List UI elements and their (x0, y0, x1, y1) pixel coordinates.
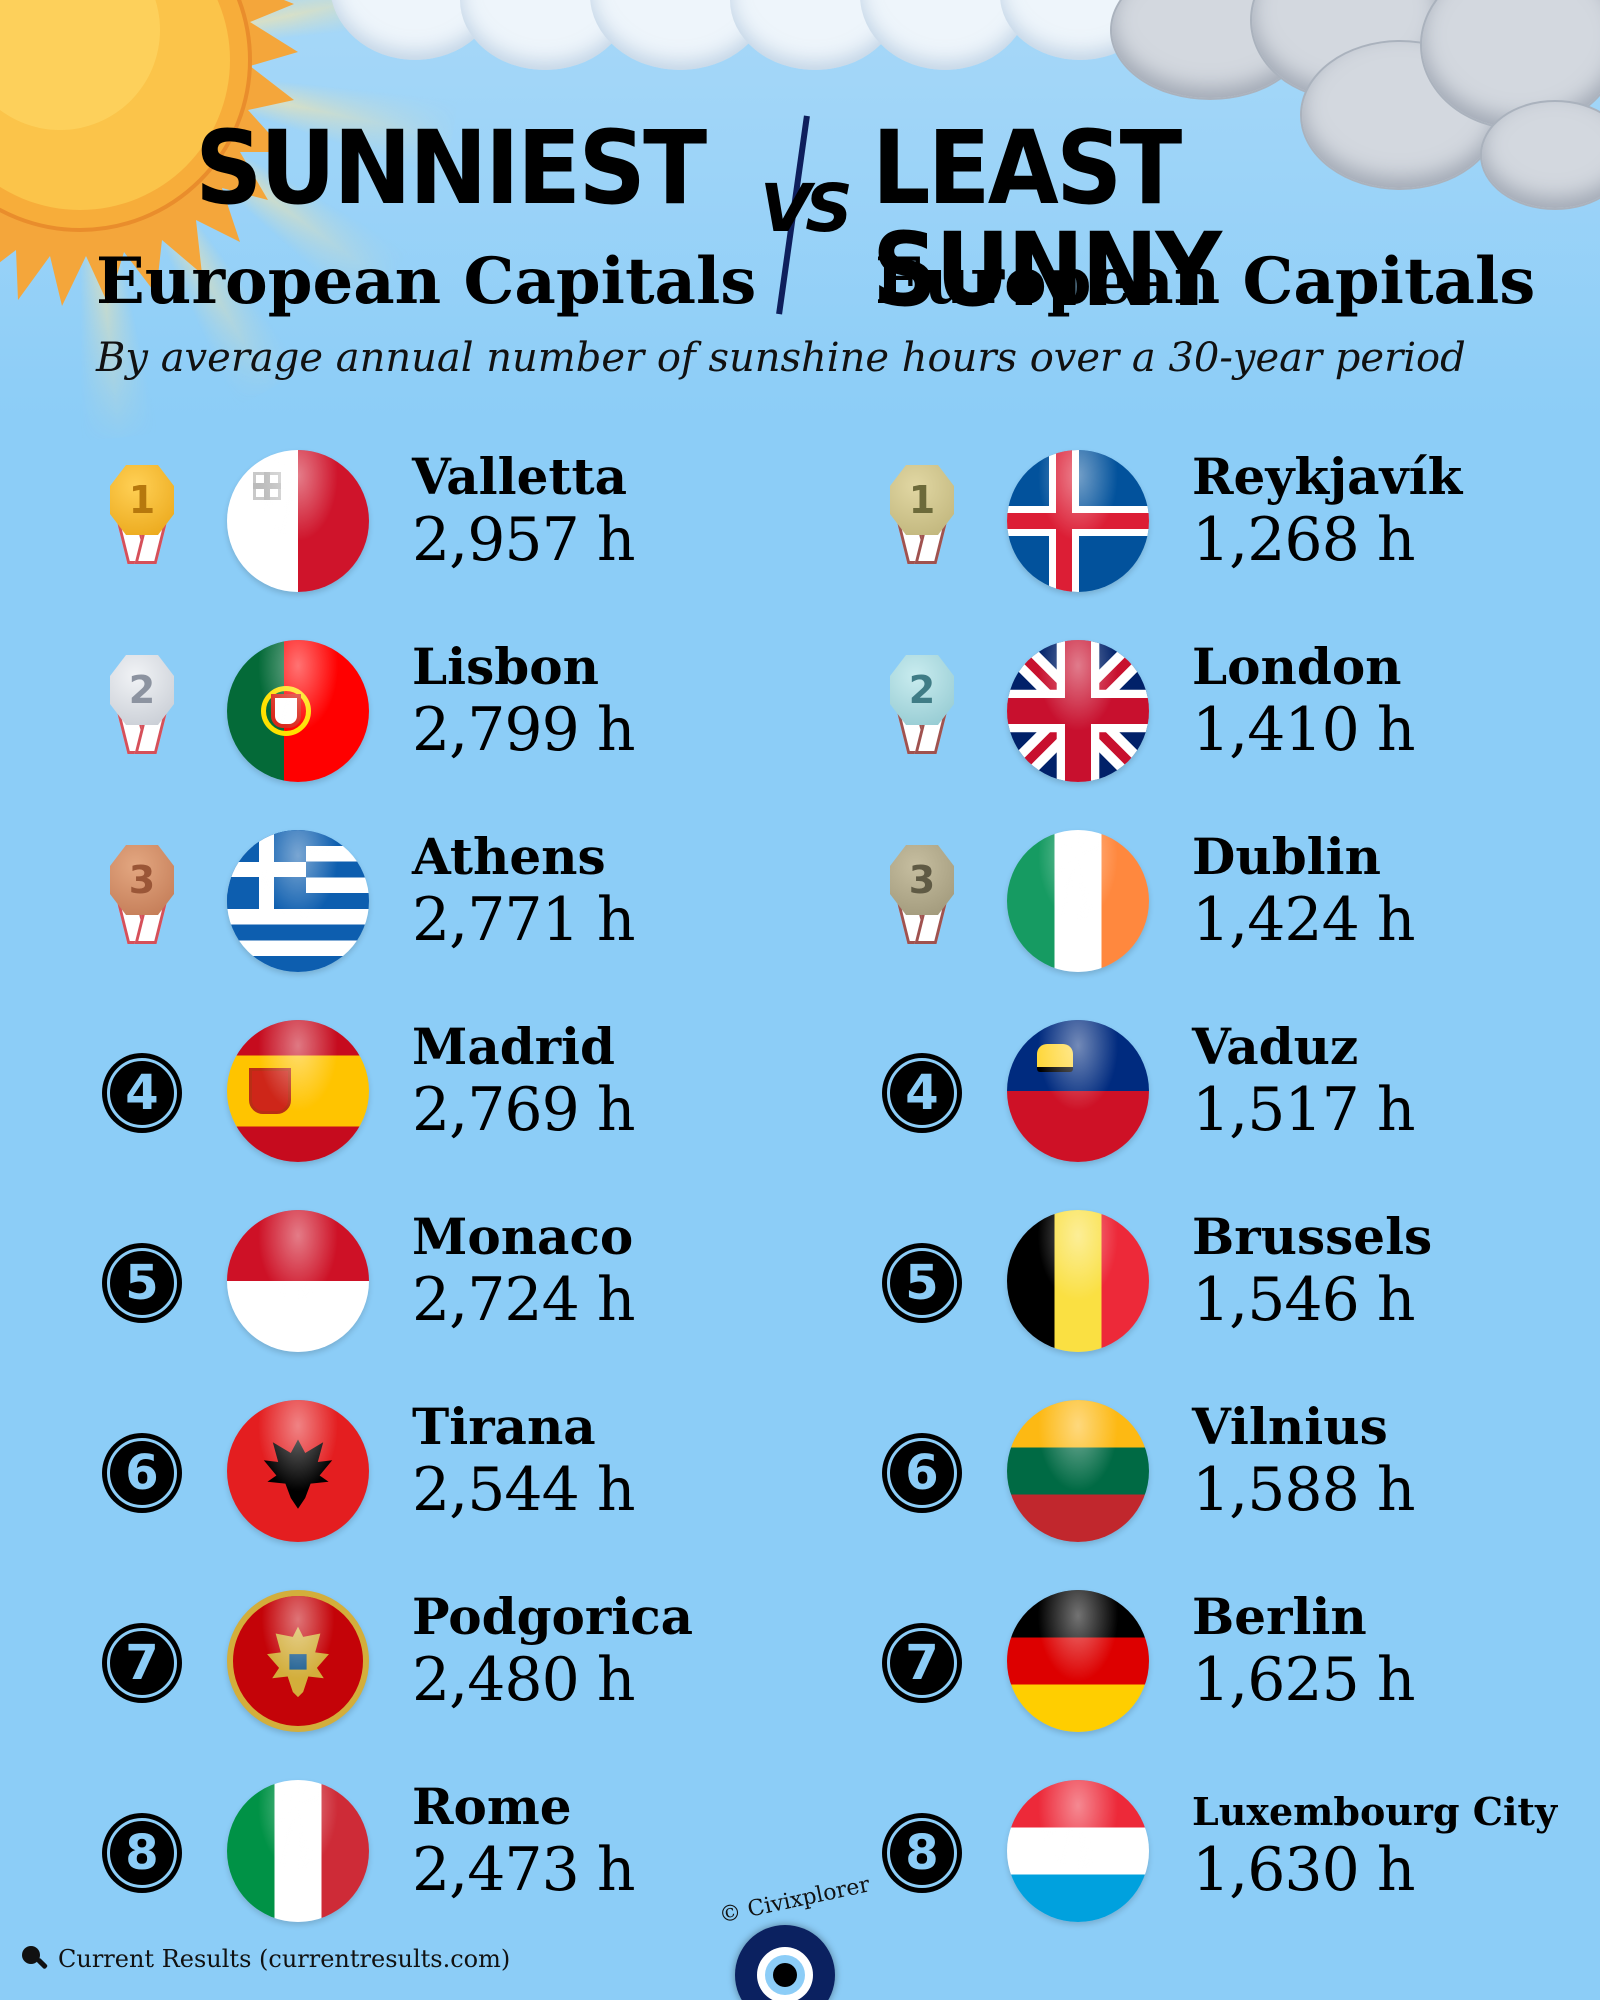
city-name: Valletta (412, 447, 627, 506)
list-item: 3 Dublin 1,424 h (880, 805, 1600, 995)
flag-spain-icon (227, 1020, 369, 1162)
city-name: Podgorica (412, 1587, 694, 1646)
rank-badge: 7 (882, 1623, 962, 1703)
city-name: Rome (412, 1777, 572, 1836)
rank-badge: 7 (102, 1623, 182, 1703)
list-item: 6 Vilnius 1,588 h (880, 1375, 1600, 1565)
vs-label: VS (760, 170, 853, 247)
flag-italy-icon (227, 1780, 369, 1922)
sunshine-hours: 2,771 h (412, 885, 635, 955)
title-sunniest: SUNNIEST (195, 109, 707, 228)
sunshine-hours: 2,473 h (412, 1835, 635, 1905)
sunshine-hours: 2,544 h (412, 1455, 635, 1525)
flag-united-kingdom-icon (1007, 640, 1149, 782)
sunshine-hours: 1,630 h (1192, 1835, 1415, 1905)
sunshine-hours: 2,480 h (412, 1645, 635, 1715)
bronze-medal-icon: 3 (104, 845, 180, 955)
flag-liechtenstein-icon (1007, 1020, 1149, 1162)
city-name: Berlin (1192, 1587, 1367, 1646)
list-item: 3 Athens 2,771 h (100, 805, 880, 995)
rank-badge: 5 (102, 1243, 182, 1323)
city-name: Madrid (412, 1017, 616, 1076)
city-name: Brussels (1192, 1207, 1433, 1266)
subtitle-left: European Capitals (96, 244, 757, 319)
list-item: 4 Vaduz 1,517 h (880, 995, 1600, 1185)
city-name: Luxembourg City (1192, 1789, 1558, 1834)
sunniest-list: 1 Valletta 2,957 h 2 Lisbon 2,799 h 3 (100, 425, 880, 1945)
list-item: 8 Rome 2,473 h (100, 1755, 880, 1945)
sunshine-hours: 2,957 h (412, 505, 635, 575)
rank-badge: 6 (102, 1433, 182, 1513)
sunshine-hours: 1,546 h (1192, 1265, 1415, 1335)
rank-badge: 8 (102, 1813, 182, 1893)
flag-belgium-icon (1007, 1210, 1149, 1352)
sunshine-hours: 1,424 h (1192, 885, 1415, 955)
search-icon (22, 1946, 49, 1972)
city-name: London (1192, 637, 1402, 696)
list-item: 5 Brussels 1,546 h (880, 1185, 1600, 1375)
city-name: Vilnius (1192, 1397, 1388, 1456)
source-text: Current Results (currentresults.com) (58, 1945, 511, 1973)
sunshine-hours: 1,588 h (1192, 1455, 1415, 1525)
sunshine-hours: 1,410 h (1192, 695, 1415, 765)
sunshine-hours: 1,625 h (1192, 1645, 1415, 1715)
title-least-sunny: LEAST SUNNY (872, 109, 1222, 330)
evil-eye-logo-icon (735, 1925, 835, 2000)
list-item: 7 Berlin 1,625 h (880, 1565, 1600, 1755)
city-name: Tirana (412, 1397, 596, 1456)
list-item: 4 Madrid 2,769 h (100, 995, 880, 1185)
bronze-medal-icon: 3 (884, 845, 960, 955)
cloud-grey (1480, 100, 1600, 210)
city-name: Athens (412, 827, 606, 886)
sunshine-hours: 1,268 h (1192, 505, 1415, 575)
gold-medal-icon: 1 (884, 465, 960, 575)
sunshine-hours: 2,769 h (412, 1075, 635, 1145)
sun-icon (0, 0, 298, 306)
flag-montenegro-icon (227, 1590, 369, 1732)
list-item: 8 Luxembourg City 1,630 h (880, 1755, 1600, 1945)
flag-iceland-icon (1007, 450, 1149, 592)
list-item: 6 Tirana 2,544 h (100, 1375, 880, 1565)
sunshine-hours: 1,517 h (1192, 1075, 1415, 1145)
flag-luxembourg-icon (1007, 1780, 1149, 1922)
flag-lithuania-icon (1007, 1400, 1149, 1542)
subtitle-right: European Capitals (875, 244, 1536, 319)
list-item: 1 Reykjavík 1,268 h (880, 425, 1600, 615)
rank-badge: 4 (102, 1053, 182, 1133)
rank-badge: 8 (882, 1813, 962, 1893)
gold-medal-icon: 1 (104, 465, 180, 575)
city-name: Vaduz (1192, 1017, 1359, 1076)
list-item: 7 Podgorica 2,480 h (100, 1565, 880, 1755)
list-item: 2 London 1,410 h (880, 615, 1600, 805)
flag-germany-icon (1007, 1590, 1149, 1732)
flag-monaco-icon (227, 1210, 369, 1352)
sunshine-hours: 2,799 h (412, 695, 635, 765)
header: SUNNIEST VS LEAST SUNNY European Capital… (0, 0, 1600, 420)
city-name: Reykjavík (1192, 447, 1463, 506)
list-item: 5 Monaco 2,724 h (100, 1185, 880, 1375)
rank-badge: 5 (882, 1243, 962, 1323)
list-item: 1 Valletta 2,957 h (100, 425, 880, 615)
city-name: Lisbon (412, 637, 599, 696)
source-credit: Current Results (currentresults.com) (22, 1945, 510, 1973)
silver-medal-icon: 2 (104, 655, 180, 765)
flag-albania-icon (227, 1400, 369, 1542)
rank-badge: 6 (882, 1433, 962, 1513)
flag-ireland-icon (1007, 830, 1149, 972)
tagline: By average annual number of sunshine hou… (96, 335, 1466, 381)
flag-malta-icon (227, 450, 369, 592)
flag-portugal-icon (227, 640, 369, 782)
city-name: Dublin (1192, 827, 1382, 886)
silver-medal-icon: 2 (884, 655, 960, 765)
rank-badge: 4 (882, 1053, 962, 1133)
sunshine-hours: 2,724 h (412, 1265, 635, 1335)
least-sunny-list: 1 Reykjavík 1,268 h 2 London 1,410 h 3 (880, 425, 1600, 1945)
flag-greece-icon (227, 830, 369, 972)
list-item: 2 Lisbon 2,799 h (100, 615, 880, 805)
city-name: Monaco (412, 1207, 634, 1266)
